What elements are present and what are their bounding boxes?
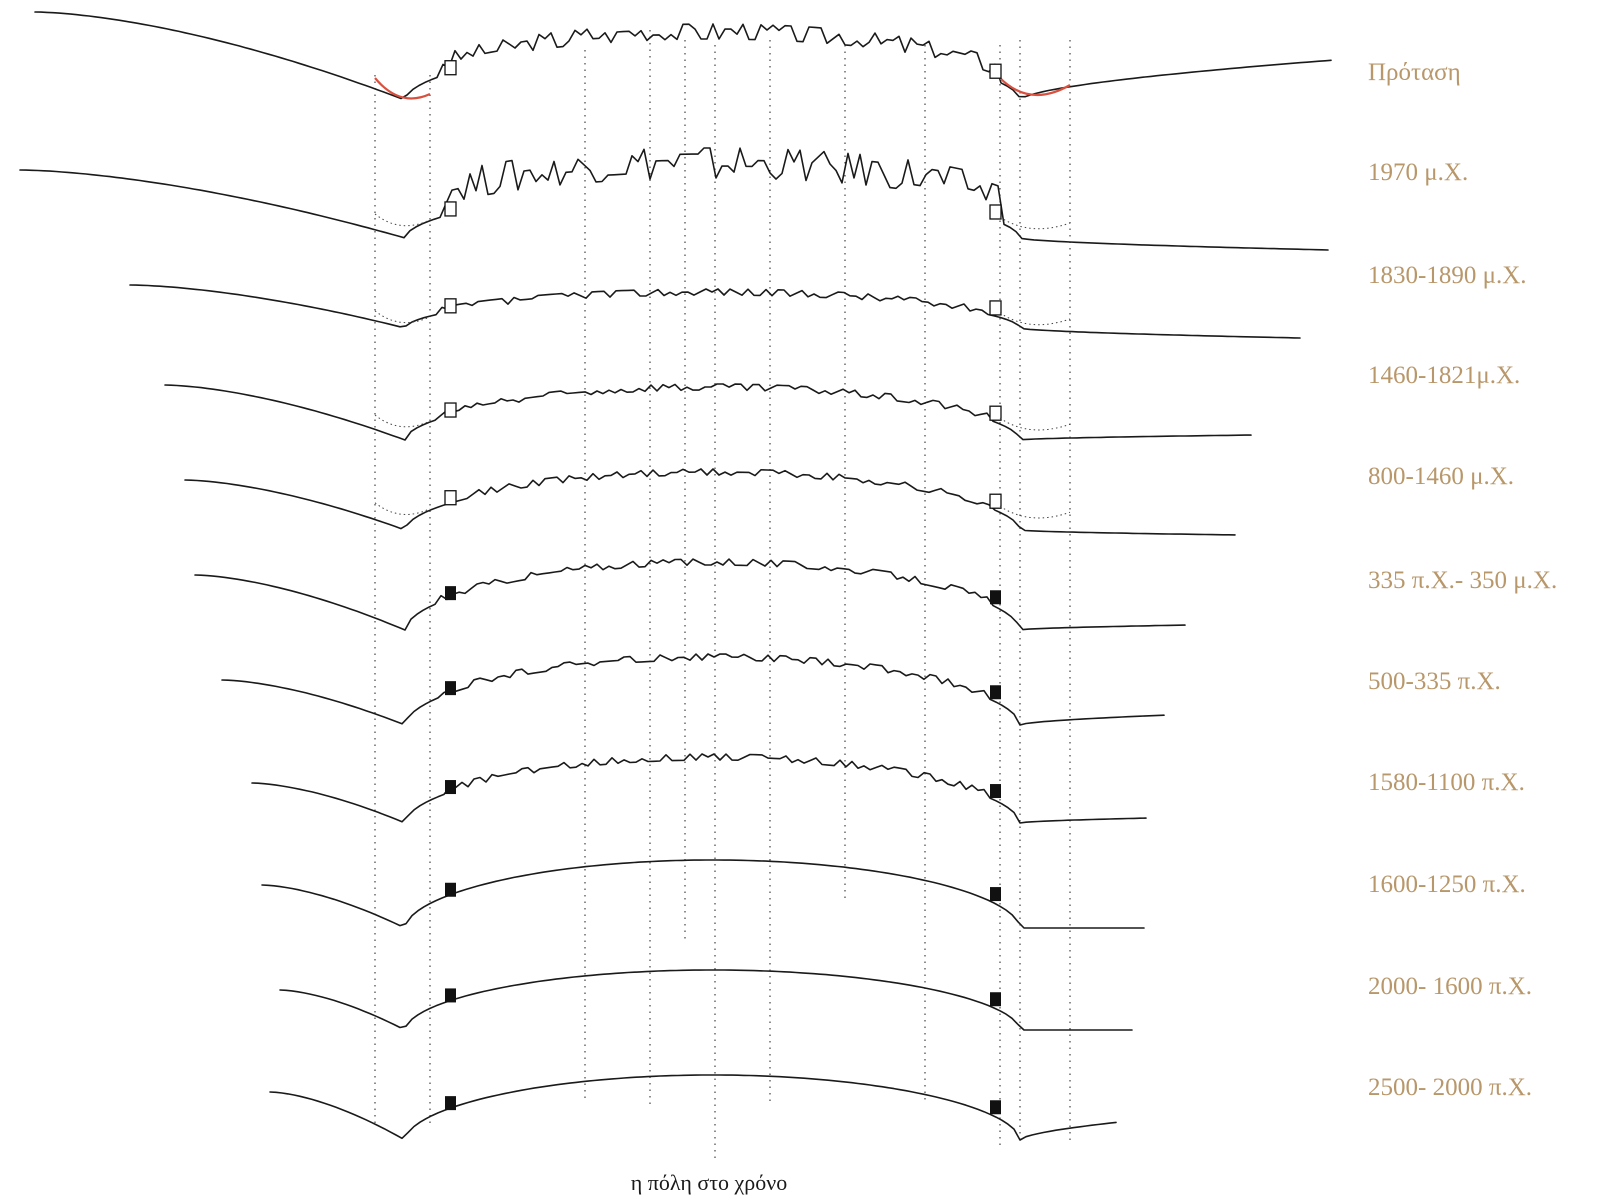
gate-marker-left-1 xyxy=(444,201,457,217)
former-valley-left-2 xyxy=(374,310,431,324)
section-profile-0 xyxy=(34,11,1332,100)
former-valley-left-4 xyxy=(374,502,431,515)
period-label-2500-2000bc: 2500- 2000 π.Χ. xyxy=(1368,1074,1533,1101)
gate-marker-right-8 xyxy=(990,887,1001,902)
gate-marker-right-1 xyxy=(989,204,1002,220)
period-label-2000-1600bc: 2000- 1600 π.Χ. xyxy=(1368,973,1533,1000)
section-profile-10 xyxy=(269,1074,1117,1141)
section-profile-7 xyxy=(251,753,1147,824)
section-profile-4 xyxy=(184,468,1236,536)
vertical-guide-lines xyxy=(374,30,1071,1160)
gate-marker-left-4 xyxy=(444,490,457,506)
section-profile-5 xyxy=(194,558,1186,631)
proposal-red-segment-right xyxy=(999,77,1071,97)
gate-marker-right-7 xyxy=(990,784,1001,799)
gate-marker-left-0 xyxy=(444,60,457,76)
gate-marker-right-0 xyxy=(989,63,1002,79)
gate-marker-right-2 xyxy=(989,300,1002,316)
period-label-1970: 1970 μ.Χ. xyxy=(1368,159,1469,186)
gate-marker-right-6 xyxy=(990,685,1001,700)
period-label-500-335bc: 500-335 π.Χ. xyxy=(1368,668,1501,695)
gate-marker-left-5 xyxy=(445,586,456,601)
period-label-800-1460: 800-1460 μ.Χ. xyxy=(1368,463,1515,490)
section-profile-6 xyxy=(221,653,1165,726)
diagram-caption: η πόλη στο χρόνο xyxy=(630,1170,788,1195)
period-label-1580-1100bc: 1580-1100 π.Χ. xyxy=(1368,769,1525,796)
period-label-proposal: Πρόταση xyxy=(1368,59,1461,86)
section-profile-3 xyxy=(164,383,1252,441)
gate-marker-left-9 xyxy=(445,988,456,1003)
gate-marker-left-8 xyxy=(445,882,456,897)
proposal-red-segment-left xyxy=(374,77,431,100)
former-valley-right-3 xyxy=(999,417,1071,431)
section-profile-2 xyxy=(129,284,1301,339)
gate-marker-right-9 xyxy=(990,992,1001,1007)
gate-marker-right-5 xyxy=(990,590,1001,605)
period-label-1830-1890: 1830-1890 μ.Χ. xyxy=(1368,262,1527,289)
period-label-1460-1821: 1460-1821μ.Χ. xyxy=(1368,362,1521,389)
gate-marker-left-2 xyxy=(444,298,457,314)
section-profile-1 xyxy=(19,147,1329,251)
gate-marker-left-10 xyxy=(445,1096,456,1111)
gate-marker-left-7 xyxy=(445,780,456,795)
gate-marker-right-4 xyxy=(989,493,1002,509)
gate-marker-left-6 xyxy=(445,681,456,696)
gate-marker-right-3 xyxy=(989,405,1002,421)
gate-marker-left-3 xyxy=(444,402,457,418)
former-valley-right-4 xyxy=(999,505,1071,519)
period-label-335bc-350ad: 335 π.Χ.- 350 μ.Χ. xyxy=(1368,567,1558,594)
gate-marker-right-10 xyxy=(990,1100,1001,1115)
section-profile-9 xyxy=(279,969,1133,1031)
former-valley-right-2 xyxy=(999,312,1071,326)
period-label-1600-1250bc: 1600-1250 π.Χ. xyxy=(1368,871,1526,898)
former-valley-left-3 xyxy=(374,414,431,428)
former-valley-left-1 xyxy=(374,213,431,227)
section-profile-8 xyxy=(261,859,1145,929)
section-profiles xyxy=(19,11,1332,1141)
